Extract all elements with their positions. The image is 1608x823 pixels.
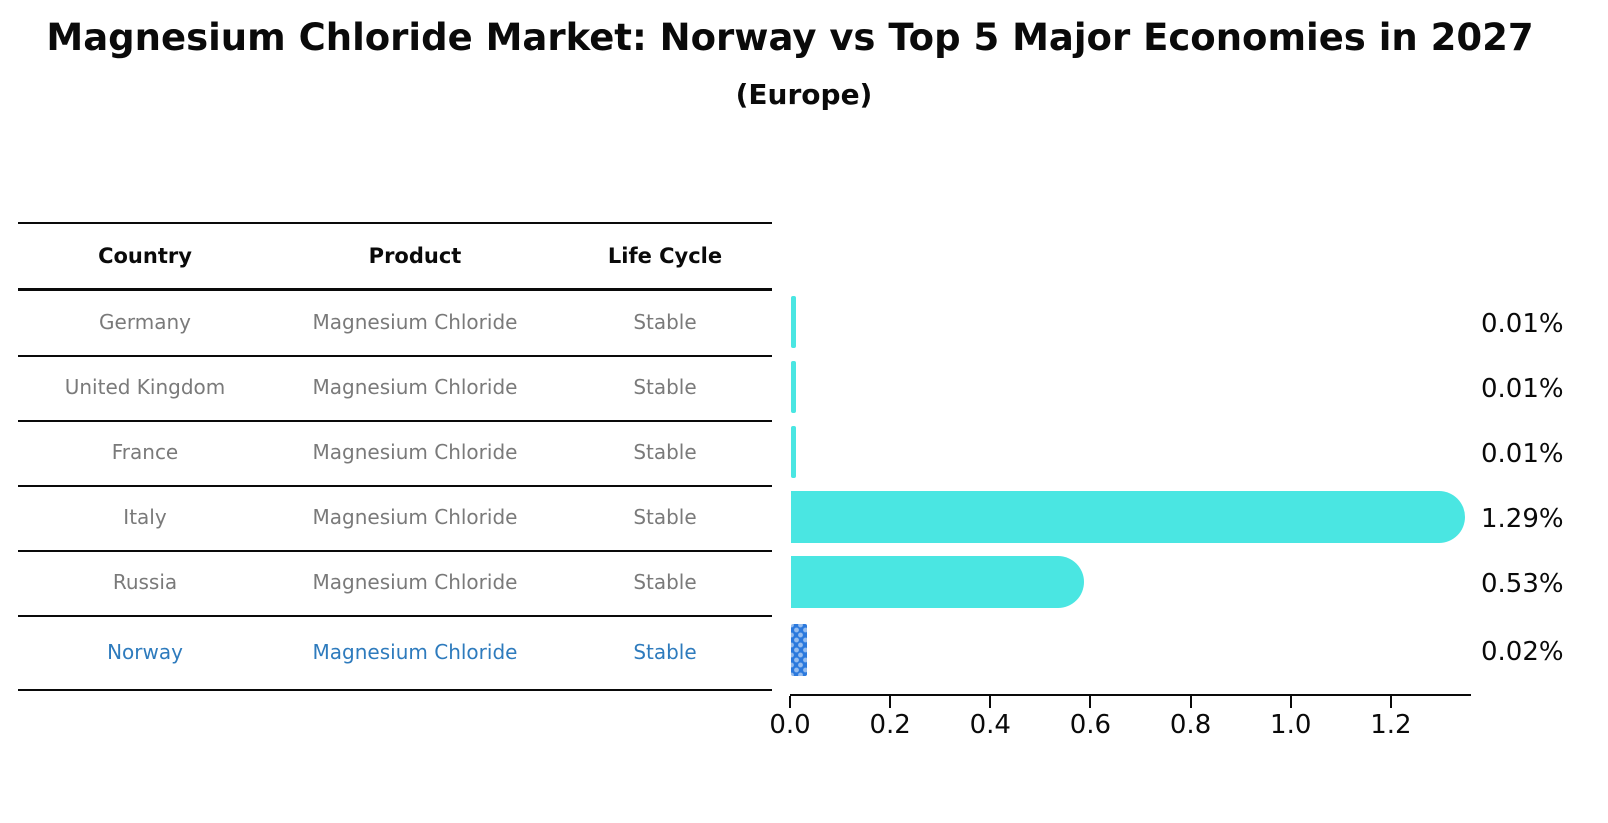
table-cell-country: Italy: [123, 505, 167, 529]
bar-united-kingdom: [791, 361, 796, 413]
x-axis-tick-label: 0.6: [1069, 710, 1112, 740]
table-header-rule: [18, 288, 772, 291]
table-cell-country: Germany: [99, 310, 191, 334]
bar-norway: [791, 624, 807, 676]
bar-value-label: 1.29%: [1481, 504, 1564, 534]
table-header-row: Country Product Life Cycle: [18, 242, 772, 270]
x-axis-tick-label: 0.0: [769, 710, 811, 740]
table-bottom-rule: [18, 689, 772, 691]
table-row: Italy Magnesium Chloride Stable: [18, 503, 772, 531]
x-axis-tick: 0.0: [750, 696, 830, 740]
table-cell-product: Magnesium Chloride: [312, 505, 518, 529]
bar-value-label: 0.02%: [1481, 637, 1564, 667]
table-cell-product: Magnesium Chloride: [312, 440, 518, 464]
x-axis-tick-label: 1.0: [1270, 710, 1312, 740]
bar-germany: [791, 296, 796, 348]
x-axis-tick-label: 1.2: [1370, 710, 1412, 740]
table-header-country: Country: [98, 244, 192, 268]
table-row-rule: [18, 420, 772, 422]
bar-france: [791, 426, 796, 478]
table-header-life-cycle: Life Cycle: [607, 244, 723, 268]
bar-value-label: 0.53%: [1481, 569, 1564, 599]
table-cell-life-cycle: Stable: [633, 375, 697, 399]
table-row-rule: [18, 485, 772, 487]
table-cell-life-cycle: Stable: [633, 570, 697, 594]
x-axis-tick: 0.2: [850, 696, 930, 740]
bar-italy: [791, 491, 1465, 543]
x-axis-tick: 0.4: [950, 696, 1030, 740]
table-cell-life-cycle: Stable: [633, 505, 697, 529]
table-row: Germany Magnesium Chloride Stable: [18, 308, 772, 336]
x-axis-tick-mark: [989, 696, 992, 708]
table-cell-country: Russia: [112, 570, 178, 594]
table-cell-product: Magnesium Chloride: [312, 375, 518, 399]
table-row: France Magnesium Chloride Stable: [18, 438, 772, 466]
table-row: United Kingdom Magnesium Chloride Stable: [18, 373, 772, 401]
x-axis-tick-mark: [1189, 696, 1192, 708]
table-row: Russia Magnesium Chloride Stable: [18, 568, 772, 596]
x-axis-tick-mark: [789, 696, 791, 708]
table-cell-country: France: [111, 440, 179, 464]
bar-value-label: 0.01%: [1481, 309, 1564, 339]
table-cell-life-cycle: Stable: [633, 640, 697, 664]
table-top-rule: [18, 222, 772, 224]
table-cell-life-cycle: Stable: [633, 310, 697, 334]
x-axis-tick-mark: [1389, 696, 1392, 708]
bar-russia: [791, 556, 1085, 608]
x-axis-tick-label: 0.8: [1169, 710, 1212, 740]
bar-value-label: 0.01%: [1481, 374, 1564, 404]
x-axis-tick-mark: [1289, 696, 1292, 708]
table-row-rule: [18, 550, 772, 552]
x-axis-tick-mark: [1089, 696, 1092, 708]
bar-value-label: 0.01%: [1481, 439, 1564, 469]
x-axis-tick-label: 0.2: [869, 710, 911, 740]
table-cell-country: United Kingdom: [64, 375, 226, 399]
table-cell-country: Norway: [107, 640, 183, 664]
table-row-highlighted: Norway Magnesium Chloride Stable: [18, 638, 772, 666]
x-axis-tick: 0.6: [1050, 696, 1130, 740]
table-row-rule: [18, 615, 772, 617]
chart-subtitle: (Europe): [735, 78, 873, 111]
chart-title: Magnesium Chloride Market: Norway vs Top…: [46, 16, 1534, 59]
table-row-rule: [18, 355, 772, 357]
x-axis-line: [790, 694, 1471, 696]
table-cell-product: Magnesium Chloride: [312, 570, 518, 594]
x-axis-tick-label: 0.4: [969, 710, 1011, 740]
x-axis-tick: 1.0: [1251, 696, 1331, 740]
x-axis-tick: 1.2: [1351, 696, 1431, 740]
table-header-product: Product: [368, 244, 462, 268]
x-axis-tick-mark: [889, 696, 892, 708]
table-cell-life-cycle: Stable: [633, 440, 697, 464]
x-axis-tick: 0.8: [1151, 696, 1231, 740]
table-cell-product: Magnesium Chloride: [312, 640, 518, 664]
table-cell-product: Magnesium Chloride: [312, 310, 518, 334]
